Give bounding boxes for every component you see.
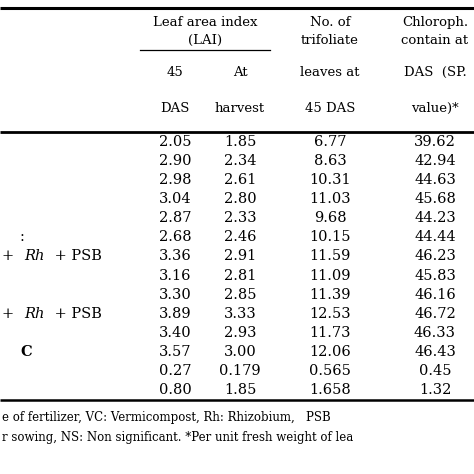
Text: Rh: Rh: [24, 249, 45, 264]
Text: 3.04: 3.04: [159, 192, 191, 206]
Text: leaves at: leaves at: [300, 65, 360, 79]
Text: 45.68: 45.68: [414, 192, 456, 206]
Text: e of fertilizer, VC: Vermicompost, Rh: Rhizobium,   PSB: e of fertilizer, VC: Vermicompost, Rh: R…: [2, 411, 331, 425]
Text: 12.53: 12.53: [309, 307, 351, 321]
Text: 3.33: 3.33: [224, 307, 256, 321]
Text: 11.73: 11.73: [309, 326, 351, 340]
Text: Leaf area index: Leaf area index: [153, 16, 257, 28]
Text: + PSB: + PSB: [50, 307, 102, 321]
Text: 39.62: 39.62: [414, 135, 456, 148]
Text: 2.93: 2.93: [224, 326, 256, 340]
Text: 3.89: 3.89: [159, 307, 191, 321]
Text: r sowing, NS: Non significant. *Per unit fresh weight of lea: r sowing, NS: Non significant. *Per unit…: [2, 431, 353, 445]
Text: 3.00: 3.00: [224, 345, 256, 359]
Text: 46.72: 46.72: [414, 307, 456, 321]
Text: 3.30: 3.30: [159, 288, 191, 302]
Text: 2.98: 2.98: [159, 173, 191, 187]
Text: 3.16: 3.16: [159, 269, 191, 283]
Text: 3.36: 3.36: [159, 249, 191, 264]
Text: 10.15: 10.15: [309, 230, 351, 244]
Text: 2.87: 2.87: [159, 211, 191, 225]
Text: 9.68: 9.68: [314, 211, 346, 225]
Text: 1.658: 1.658: [309, 383, 351, 397]
Text: 2.05: 2.05: [159, 135, 191, 148]
Text: 2.80: 2.80: [224, 192, 256, 206]
Text: DAS  (SP.: DAS (SP.: [404, 65, 466, 79]
Text: At: At: [233, 65, 247, 79]
Text: Chloroph.: Chloroph.: [402, 16, 468, 28]
Text: +: +: [2, 307, 19, 321]
Text: 12.06: 12.06: [309, 345, 351, 359]
Text: 11.03: 11.03: [309, 192, 351, 206]
Text: 11.09: 11.09: [309, 269, 351, 283]
Text: 2.34: 2.34: [224, 154, 256, 168]
Text: 42.94: 42.94: [414, 154, 456, 168]
Text: 2.61: 2.61: [224, 173, 256, 187]
Text: 2.81: 2.81: [224, 269, 256, 283]
Text: 8.63: 8.63: [314, 154, 346, 168]
Text: 3.57: 3.57: [159, 345, 191, 359]
Text: + PSB: + PSB: [50, 249, 102, 264]
Text: 2.68: 2.68: [159, 230, 191, 244]
Text: 2.46: 2.46: [224, 230, 256, 244]
Text: 46.16: 46.16: [414, 288, 456, 302]
Text: 10.31: 10.31: [309, 173, 351, 187]
Text: 6.77: 6.77: [314, 135, 346, 148]
Text: 1.85: 1.85: [224, 383, 256, 397]
Text: 46.23: 46.23: [414, 249, 456, 264]
Text: :: :: [20, 230, 25, 244]
Text: 0.80: 0.80: [159, 383, 191, 397]
Text: 0.565: 0.565: [309, 365, 351, 378]
Text: No. of: No. of: [310, 16, 350, 28]
Text: 44.23: 44.23: [414, 211, 456, 225]
Text: 44.63: 44.63: [414, 173, 456, 187]
Text: 2.85: 2.85: [224, 288, 256, 302]
Text: 2.91: 2.91: [224, 249, 256, 264]
Text: trifoliate: trifoliate: [301, 34, 359, 46]
Text: (LAI): (LAI): [188, 34, 222, 46]
Text: harvest: harvest: [215, 101, 265, 115]
Text: +: +: [2, 249, 19, 264]
Text: 11.59: 11.59: [310, 249, 351, 264]
Text: 2.90: 2.90: [159, 154, 191, 168]
Text: 3.40: 3.40: [159, 326, 191, 340]
Text: 1.85: 1.85: [224, 135, 256, 148]
Text: 1.32: 1.32: [419, 383, 451, 397]
Text: 45 DAS: 45 DAS: [305, 101, 355, 115]
Text: contain at: contain at: [401, 34, 469, 46]
Text: 0.179: 0.179: [219, 365, 261, 378]
Text: C: C: [20, 345, 32, 359]
Text: 45: 45: [167, 65, 183, 79]
Text: 45.83: 45.83: [414, 269, 456, 283]
Text: 46.33: 46.33: [414, 326, 456, 340]
Text: DAS: DAS: [160, 101, 190, 115]
Text: 0.27: 0.27: [159, 365, 191, 378]
Text: 0.45: 0.45: [419, 365, 451, 378]
Text: 2.33: 2.33: [224, 211, 256, 225]
Text: Rh: Rh: [24, 307, 45, 321]
Text: 46.43: 46.43: [414, 345, 456, 359]
Text: 11.39: 11.39: [309, 288, 351, 302]
Text: value)*: value)*: [411, 101, 459, 115]
Text: 44.44: 44.44: [414, 230, 456, 244]
